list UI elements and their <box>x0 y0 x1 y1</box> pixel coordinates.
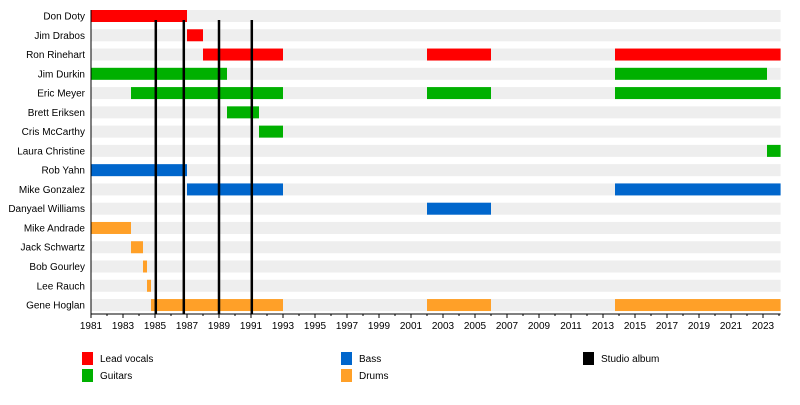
tick-label: 2017 <box>656 321 679 332</box>
member-label: Mike Andrade <box>24 223 86 234</box>
membership-bar <box>147 279 151 292</box>
membership-bar <box>615 299 781 312</box>
tick-label: 2011 <box>560 321 582 332</box>
x-axis: 1981 1983 1985 1987 1989 1991 1993 1995 1997 1999… <box>80 10 781 332</box>
membership-bar <box>91 10 187 22</box>
tick-label: 1999 <box>368 321 391 332</box>
member-label: Cris McCarthy <box>22 127 85 138</box>
membership-bar <box>615 48 781 61</box>
membership-bar <box>615 87 781 100</box>
member-labels: Don Doty Jim Drabos Ron Rinehart Jim Durkin… <box>8 12 85 312</box>
membership-bar <box>91 221 131 234</box>
tick-label: 2023 <box>752 321 775 332</box>
tick-label: 1981 <box>80 321 103 332</box>
legend-swatch-vocals <box>82 352 93 365</box>
legend-swatch-album <box>583 352 594 365</box>
tick-label: 1991 <box>240 321 263 332</box>
membership-bar <box>143 260 147 273</box>
row-background <box>91 164 781 177</box>
membership-bars <box>91 10 781 312</box>
membership-bar <box>227 106 259 119</box>
row-background <box>91 279 781 292</box>
row-background <box>91 10 781 22</box>
tick-label: 1983 <box>112 321 135 332</box>
row-background <box>91 125 781 138</box>
row-background <box>91 221 781 234</box>
tick-label: 2005 <box>464 321 487 332</box>
membership-bar <box>767 144 781 157</box>
membership-bar <box>131 241 143 254</box>
membership-bar <box>187 183 283 196</box>
membership-bar <box>427 87 491 100</box>
member-label: Brett Eriksen <box>28 108 85 119</box>
row-background <box>91 144 781 157</box>
tick-label: 1987 <box>176 321 199 332</box>
row-background <box>91 260 781 273</box>
tick-label: 2003 <box>432 321 455 332</box>
row-background <box>91 29 781 42</box>
legend-label-album: Studio album <box>601 354 659 365</box>
tick-label: 1995 <box>304 321 327 332</box>
membership-bar <box>187 29 203 42</box>
member-label: Jim Drabos <box>34 31 85 42</box>
tick-label: 2021 <box>720 321 743 332</box>
tick-label: 1985 <box>144 321 167 332</box>
member-label: Bob Gourley <box>29 262 85 273</box>
membership-bar <box>91 67 227 80</box>
legend: Lead vocals Guitars Bass Drums Studio album <box>82 352 659 382</box>
member-label: Danyael Williams <box>8 204 85 215</box>
legend-swatch-bass <box>341 352 352 365</box>
legend-label-bass: Bass <box>359 354 381 365</box>
member-label: Mike Gonzalez <box>19 185 85 196</box>
tick-label: 1993 <box>272 321 295 332</box>
row-background <box>91 241 781 254</box>
legend-label-drums: Drums <box>359 371 388 382</box>
membership-bar <box>427 299 491 312</box>
legend-swatch-guitars <box>82 369 93 382</box>
membership-bar <box>151 299 283 312</box>
member-label: Jim Durkin <box>38 69 85 80</box>
row-background <box>91 67 781 80</box>
membership-bar <box>615 183 781 196</box>
membership-bar <box>203 48 283 61</box>
member-label: Rob Yahn <box>41 166 85 177</box>
member-label: Lee Rauch <box>37 281 85 292</box>
membership-bar <box>427 48 491 61</box>
row-backgrounds <box>91 10 781 312</box>
tick-label: 1989 <box>208 321 231 332</box>
membership-bar <box>615 67 767 80</box>
member-label: Jack Schwartz <box>21 243 85 254</box>
legend-label-vocals: Lead vocals <box>100 354 153 365</box>
tick-label: 1997 <box>336 321 359 332</box>
membership-bar <box>427 202 491 215</box>
legend-swatch-drums <box>341 369 352 382</box>
album-lines <box>154 20 254 314</box>
member-label: Gene Hoglan <box>26 301 85 312</box>
tick-label: 2007 <box>496 321 519 332</box>
legend-label-guitars: Guitars <box>100 371 132 382</box>
tick-label: 2009 <box>528 321 551 332</box>
membership-bar <box>259 125 283 138</box>
member-label: Laura Christine <box>17 146 85 157</box>
member-label: Ron Rinehart <box>26 50 85 61</box>
tick-label: 2013 <box>592 321 615 332</box>
tick-label: 2015 <box>624 321 647 332</box>
row-background <box>91 106 781 119</box>
member-label: Eric Meyer <box>37 89 85 100</box>
membership-bar <box>131 87 283 100</box>
tick-label: 2019 <box>688 321 711 332</box>
member-label: Don Doty <box>43 12 85 23</box>
membership-bar <box>91 164 187 177</box>
tick-label: 2001 <box>400 321 423 332</box>
